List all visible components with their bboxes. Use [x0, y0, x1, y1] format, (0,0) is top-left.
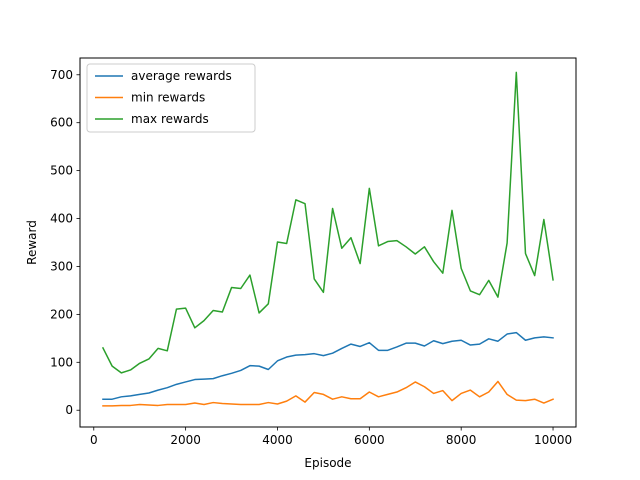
x-tick-label: 10000 [534, 433, 572, 447]
legend: average rewards min rewards max rewards [86, 63, 256, 133]
series-line-min-rewards [102, 380, 555, 407]
x-tick-label: 8000 [446, 433, 477, 447]
y-tick-label: 500 [50, 164, 73, 178]
y-tick-label: 400 [50, 212, 73, 226]
legend-label: max rewards [131, 112, 209, 126]
ticks-layer: 0 2000 4000 6000 8000 10000 0 100 200 300 400 500 60… [50, 68, 572, 447]
series-line-average-rewards [102, 331, 554, 400]
series-line-max-rewards [101, 71, 554, 374]
x-tick-label: 6000 [354, 433, 385, 447]
y-tick-label: 300 [50, 259, 73, 273]
x-axis-label: Episode [304, 456, 351, 470]
x-tick-label: 0 [90, 433, 98, 447]
y-tick-label: 0 [65, 403, 73, 417]
legend-label: average rewards [131, 69, 232, 83]
x-tick-label: 2000 [170, 433, 201, 447]
y-tick-label: 600 [50, 116, 73, 130]
legend-box [86, 63, 256, 133]
series-layer [101, 71, 555, 407]
axes-frame [79, 57, 577, 428]
y-tick-label: 700 [50, 68, 73, 82]
y-tick-label: 100 [50, 355, 73, 369]
x-tick-label: 4000 [262, 433, 293, 447]
y-axis-label: Reward [25, 220, 39, 265]
y-tick-label: 200 [50, 307, 73, 321]
legend-label: min rewards [131, 91, 205, 105]
